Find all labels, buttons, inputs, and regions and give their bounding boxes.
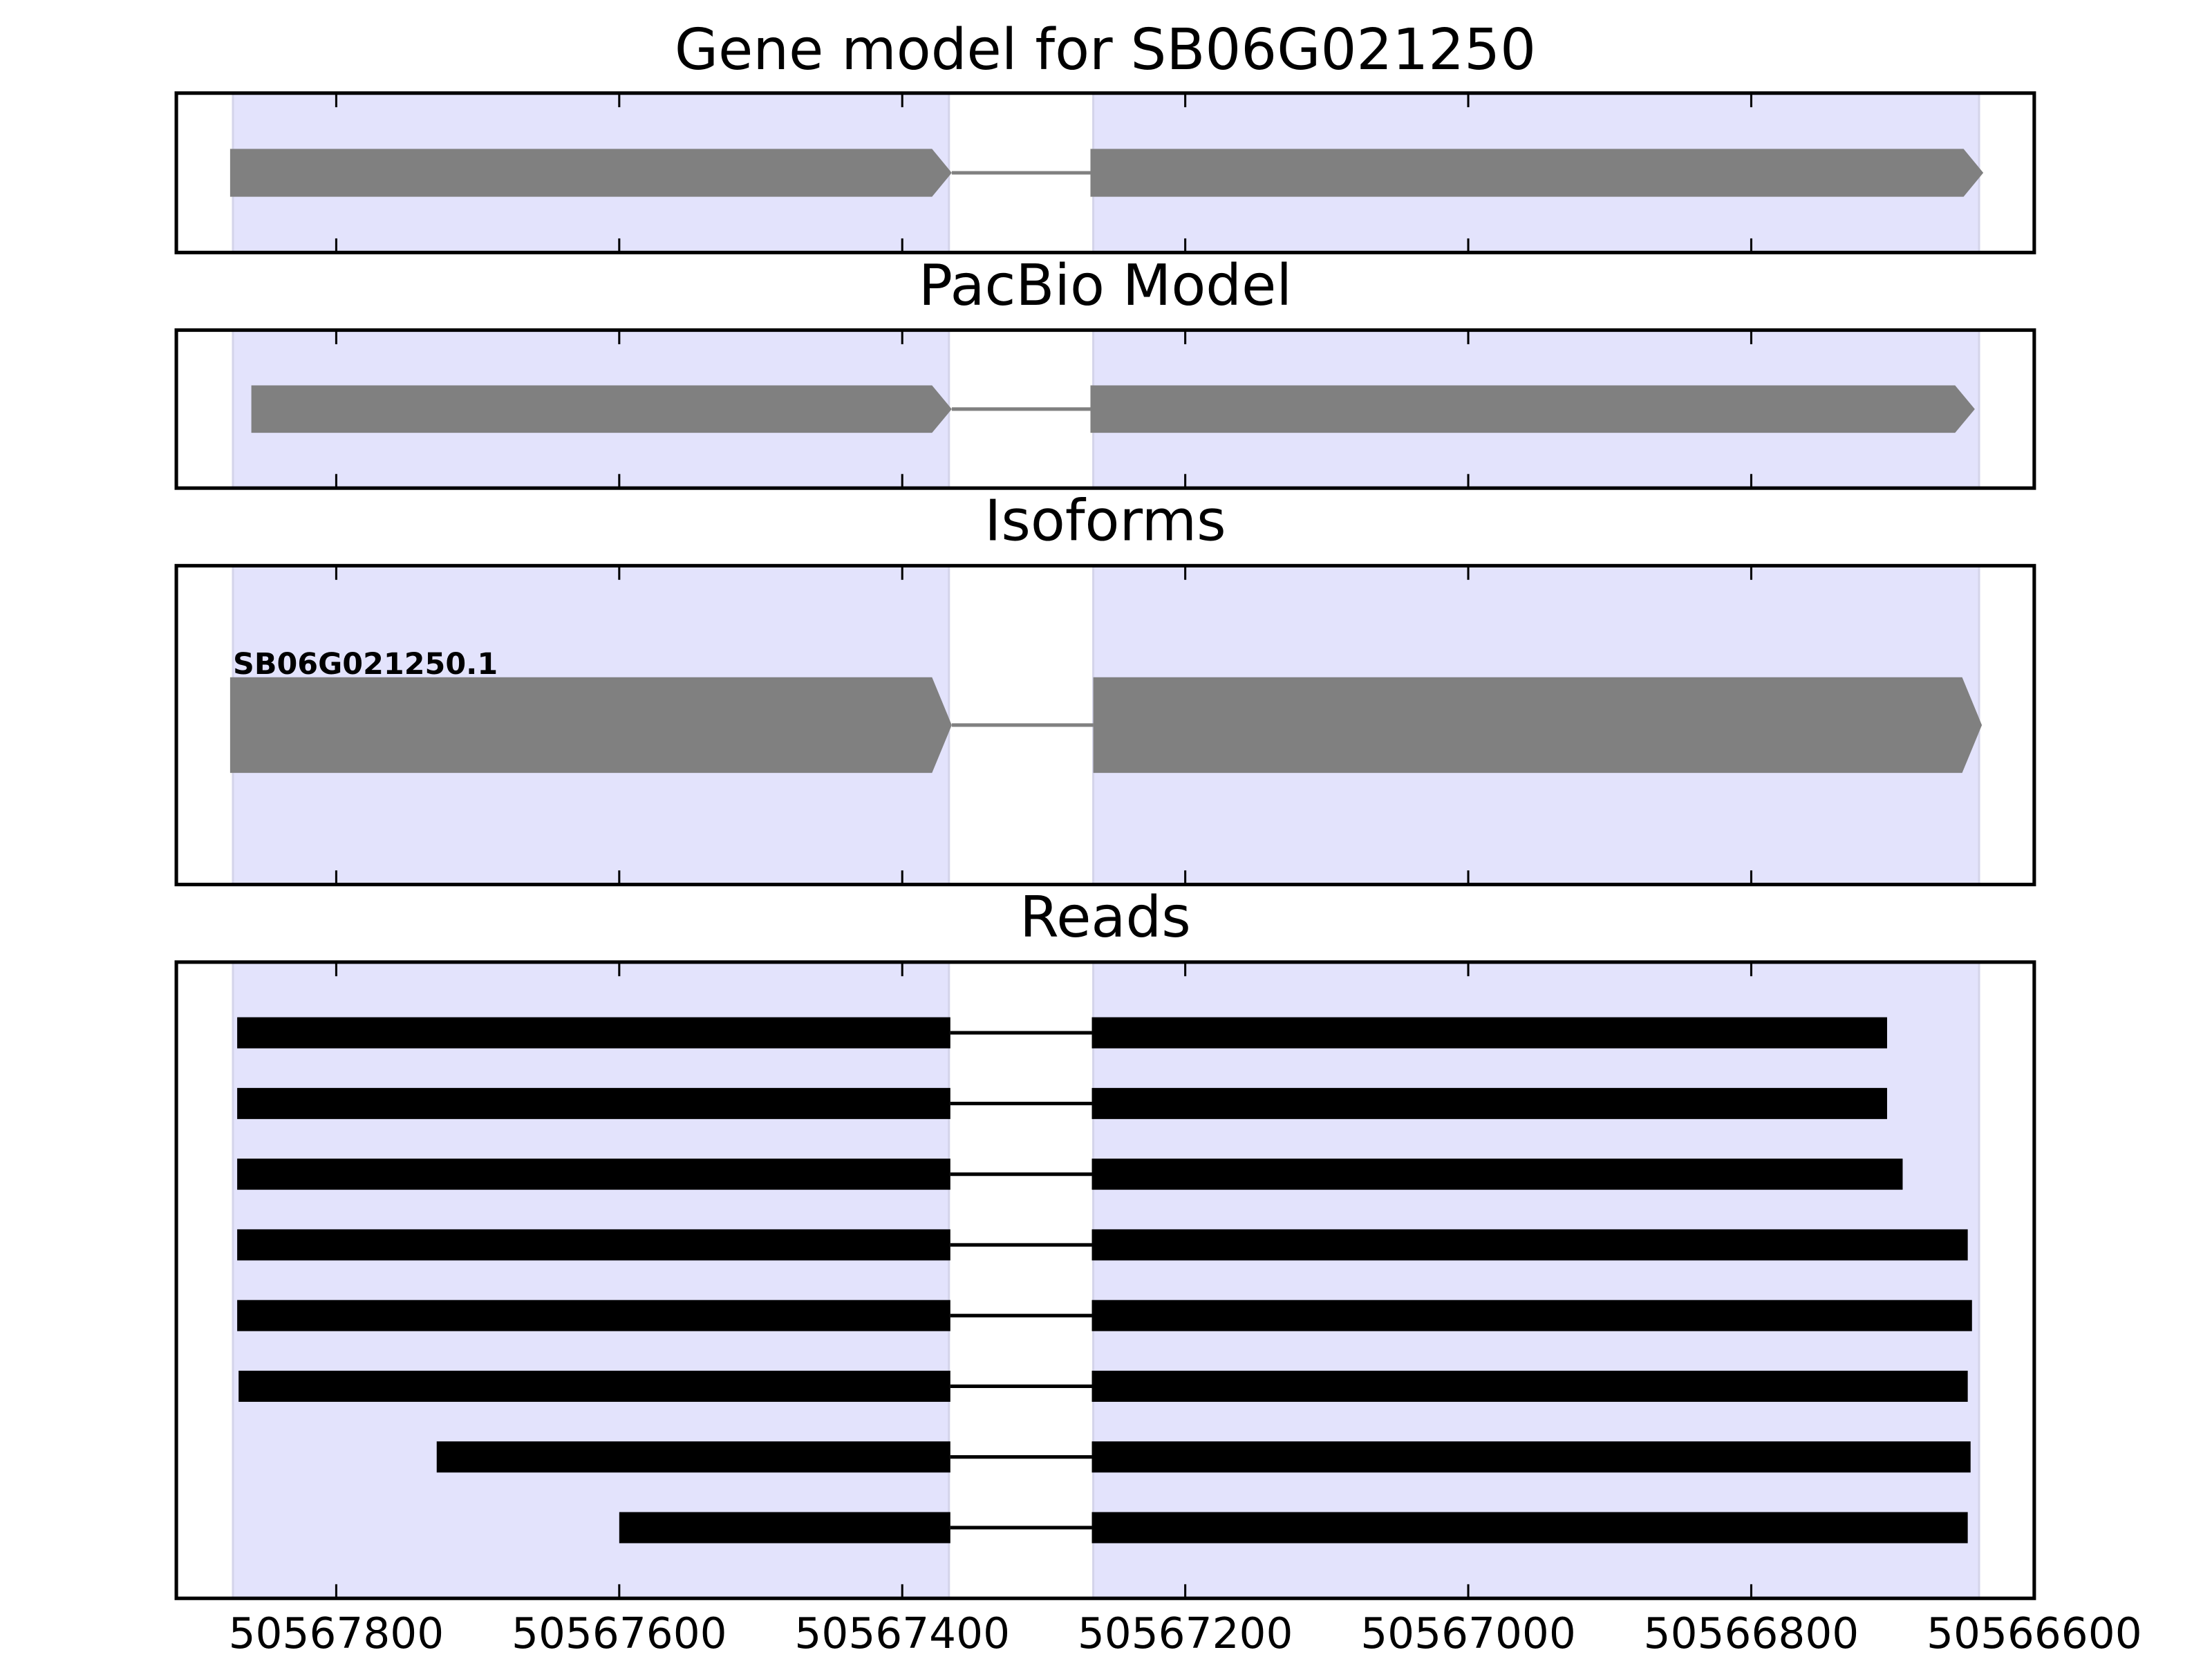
- panel-title: Gene model for SB06G021250: [675, 17, 1536, 83]
- exon: [251, 385, 952, 433]
- panel-frame: [174, 328, 2036, 490]
- exon: [1093, 677, 1983, 774]
- feature-label: SB06G021250.1: [233, 647, 498, 682]
- read-block: [1091, 1159, 1903, 1190]
- read-block: [237, 1229, 950, 1261]
- x-tick-label: 50566600: [1927, 1609, 2142, 1658]
- panel-frame: [174, 91, 2036, 254]
- read-block: [1091, 1300, 1972, 1331]
- read-block: [1091, 1512, 1968, 1544]
- read-block: [436, 1441, 950, 1473]
- panel-frame: [174, 563, 2036, 887]
- panel-title: Reads: [1020, 885, 1191, 950]
- read-block: [1091, 1229, 1968, 1261]
- read-block: [1091, 1017, 1887, 1049]
- x-tick-label: 50567600: [512, 1609, 727, 1658]
- panel-frame: [174, 960, 2036, 1600]
- x-tick-label: 50567200: [1078, 1609, 1293, 1658]
- x-tick-label: 50566800: [1644, 1609, 1859, 1658]
- exon: [1090, 149, 1984, 197]
- exon: [229, 149, 952, 197]
- x-tick-label: 50567400: [794, 1609, 1010, 1658]
- exon: [1090, 385, 1975, 433]
- read-block: [237, 1159, 950, 1190]
- x-tick-label: 50567800: [229, 1609, 444, 1658]
- panel-title: PacBio Model: [919, 253, 1292, 319]
- exon: [229, 677, 952, 774]
- read-block: [237, 1300, 950, 1331]
- exon-shade: [232, 961, 950, 1600]
- read-block: [619, 1512, 950, 1544]
- read-block: [1091, 1441, 1971, 1473]
- read-block: [238, 1370, 950, 1402]
- read-block: [237, 1017, 950, 1049]
- read-block: [1091, 1087, 1887, 1119]
- panel-title: Isoforms: [984, 489, 1226, 554]
- x-tick-label: 50567000: [1360, 1609, 1576, 1658]
- read-block: [1091, 1370, 1968, 1402]
- exon-shade: [1092, 961, 1980, 1600]
- read-block: [237, 1087, 950, 1119]
